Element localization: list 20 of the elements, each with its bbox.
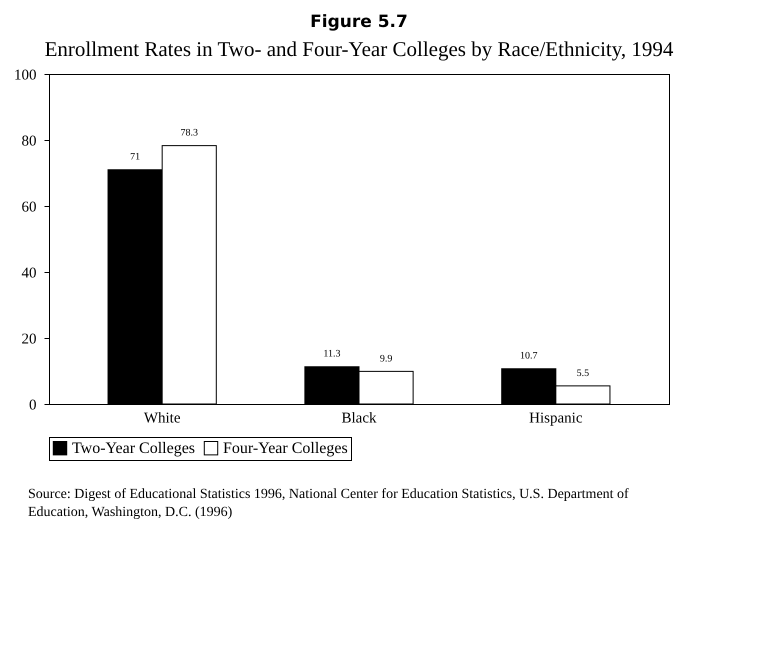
y-tick-label: 0 xyxy=(29,398,36,414)
data-label: 5.5 xyxy=(576,368,590,379)
data-label: 11.3 xyxy=(323,348,341,360)
chart-subtitle: Enrollment Rates in Two- and Four-Year Colleges by Race/Ethnicity, 1994 xyxy=(44,37,674,61)
y-tick-label: 100 xyxy=(14,68,36,84)
data-label: 71 xyxy=(130,152,140,163)
x-tick-label: White xyxy=(144,410,181,426)
data-label: 78.3 xyxy=(180,128,198,139)
y-tick-label: 20 xyxy=(22,332,36,348)
y-tick-label: 60 xyxy=(22,200,36,216)
data-label: 9.9 xyxy=(380,353,392,364)
chart-title: Figure 5.7 xyxy=(310,12,408,32)
legend-label: Four-Year Colleges xyxy=(223,440,348,458)
x-tick-label: Hispanic xyxy=(529,410,583,426)
y-tick-label: 80 xyxy=(22,134,36,150)
y-tick-label: 40 xyxy=(22,266,36,282)
x-tick-label: Black xyxy=(342,410,377,426)
data-label: 10.7 xyxy=(520,350,538,362)
legend-label: Two-Year Colleges xyxy=(72,440,196,458)
source-note: Source: Digest of Educational Statistics 1996, National Center for Education Statistics, U.S. Department of Education, Washington, D.C. (1996) xyxy=(28,486,630,522)
